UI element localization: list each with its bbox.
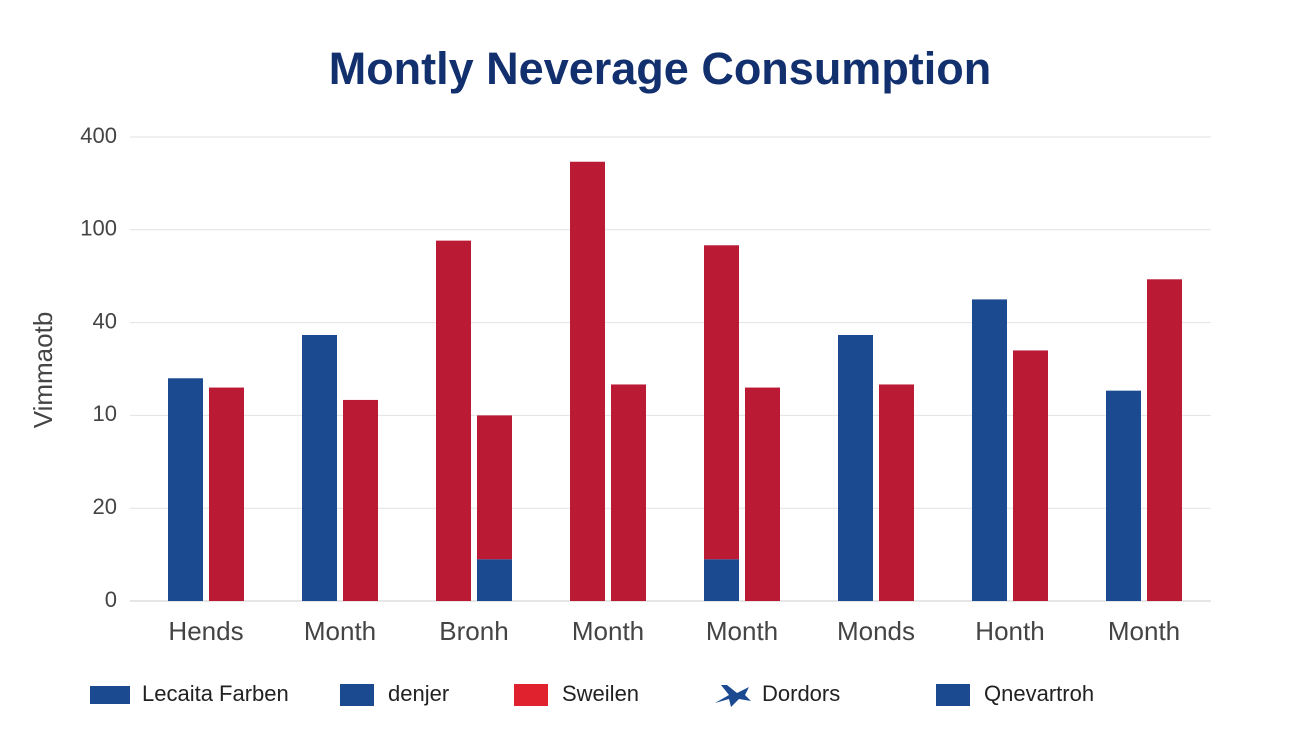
bar [570,161,605,601]
y-tick-label: 400 [80,123,117,148]
bar [436,240,471,602]
legend-swatch [715,685,751,707]
legend-swatch [936,684,970,706]
bar [209,387,244,601]
bar [1013,350,1048,601]
y-tick-label: 40 [93,308,117,333]
bar [704,245,739,560]
x-tick-label: Month [1108,616,1180,646]
y-tick-label: 20 [93,494,117,519]
x-tick-label: Bronh [439,616,508,646]
bar [745,387,780,601]
x-tick-label: Monds [837,616,915,646]
bar [838,334,873,601]
bar [343,399,378,601]
bar [1147,279,1182,601]
y-tick-label: 10 [93,401,117,426]
bar [477,415,512,560]
bar [972,299,1007,601]
bar [704,559,739,601]
legend-swatch [514,684,548,706]
chart-title: Montly Neverage Consumption [329,43,992,94]
bar [879,384,914,601]
y-tick-label: 100 [80,216,117,241]
legend-label: Dordors [762,681,840,706]
legend-swatch [90,686,130,704]
y-tick-label: 0 [105,587,117,612]
bar [477,559,512,601]
bar [302,334,337,601]
legend-label: Lecaita Farben [142,681,289,706]
x-tick-label: Month [706,616,778,646]
x-tick-label: Hends [168,616,243,646]
x-tick-label: Honth [975,616,1044,646]
legend-label: denjer [388,681,449,706]
bar [168,378,203,601]
bar [611,384,646,601]
x-tick-label: Month [304,616,376,646]
legend-label: Qnevartroh [984,681,1094,706]
y-axis-label: Vimmaotb [28,312,58,429]
legend-swatch [340,684,374,706]
legend-label: Sweilen [562,681,639,706]
bar [1106,390,1141,601]
x-tick-label: Month [572,616,644,646]
